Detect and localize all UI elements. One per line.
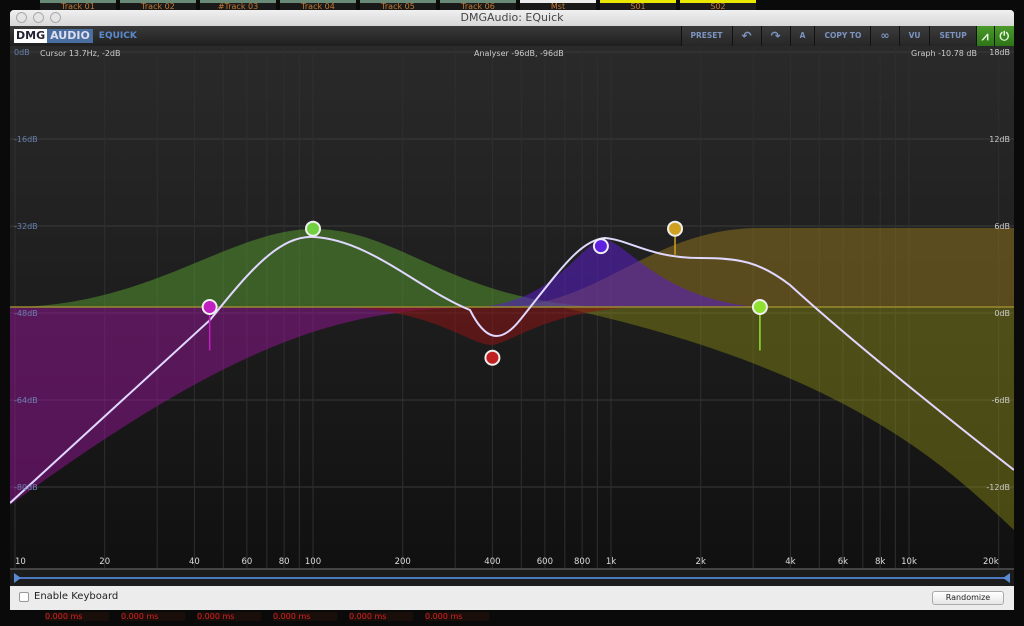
lowbell-band-fill — [10, 229, 600, 307]
freq-label: 200 — [395, 557, 411, 567]
left-db-label: -16dB — [14, 135, 38, 144]
freq-label: 80 — [279, 557, 290, 567]
enable-keyboard-checkbox[interactable] — [19, 592, 29, 602]
randomize-button[interactable]: Randomize — [932, 591, 1004, 605]
footer-bar: Enable Keyboard Randomize — [10, 586, 1014, 610]
left-db-label: 0dB — [14, 48, 30, 57]
freq-label: 8k — [875, 557, 885, 567]
redo-icon[interactable]: ↷ — [760, 26, 790, 46]
right-db-label: 0dB — [994, 309, 1010, 318]
undo-icon[interactable]: ↶ — [731, 26, 761, 46]
logo: DMG AUDIO EQUICK — [14, 29, 137, 43]
toolbar: DMG AUDIO EQUICK PRESET ↶ ↷ A COPY TO ∞ VU… — [10, 26, 1014, 46]
freq-label: 1k — [606, 557, 616, 567]
background-track: Track 06 — [440, 0, 516, 10]
low-bell-node[interactable] — [305, 220, 321, 237]
background-track: Mst — [520, 0, 596, 10]
freq-label: 800 — [574, 557, 590, 567]
background-delays: 0.000 ms 0.000 ms 0.000 ms 0.000 ms 0.000 ms… — [45, 612, 489, 621]
range-track — [16, 577, 1008, 579]
analyser-icon[interactable]: ⩘ — [975, 26, 994, 46]
close-button[interactable] — [16, 12, 27, 23]
lowpass-node[interactable] — [751, 299, 768, 315]
right-db-label: -12dB — [986, 483, 1010, 492]
highpass-band-fill — [10, 307, 480, 505]
background-track: Track 05 — [360, 0, 436, 10]
right-db-label: -6dB — [991, 396, 1010, 405]
freq-label: 10 — [15, 557, 26, 567]
link-icon[interactable]: ∞ — [870, 26, 899, 46]
midbell-band-fill — [330, 307, 650, 345]
power-icon[interactable]: ⏻ — [993, 26, 1014, 46]
freq-label: 2k — [696, 557, 706, 567]
freq-label: 600 — [537, 557, 553, 567]
left-db-label: -32dB — [14, 222, 38, 231]
freq-label: 20 — [99, 557, 110, 567]
freq-label: 40 — [189, 557, 200, 567]
logo-dmg: DMG — [14, 29, 48, 43]
background-track: S01 — [600, 0, 676, 10]
freq-label: 100 — [305, 557, 321, 567]
highpass-node[interactable] — [201, 299, 218, 315]
zoom-button[interactable] — [50, 12, 61, 23]
delay-readout: 0.000 ms — [349, 612, 413, 621]
minimize-button[interactable] — [33, 12, 44, 23]
ab-button[interactable]: A — [789, 26, 815, 46]
vu-button[interactable]: VU — [898, 26, 930, 46]
background-track: Track 01 — [40, 0, 116, 10]
right-db-label: 6dB — [994, 222, 1010, 231]
left-db-label: -80dB — [14, 483, 38, 492]
delay-readout: 0.000 ms — [197, 612, 261, 621]
right-db-label: 18dB — [989, 48, 1010, 57]
background-track: #Track 03 — [200, 0, 276, 10]
enable-keyboard-label[interactable]: Enable Keyboard — [34, 591, 119, 602]
freq-label: 20k — [983, 557, 999, 567]
eq-graph[interactable]: 0dB 18dB -16dB 12dB -32dB 6dB -48dB 0dB -64dB -6d… — [10, 46, 1014, 574]
right-db-label: 12dB — [989, 135, 1010, 144]
background-track: S02 — [680, 0, 756, 10]
eq-plot[interactable]: 0dB 18dB -16dB 12dB -32dB 6dB -48dB 0dB -64dB -6d… — [10, 46, 1014, 574]
left-db-label: -64dB — [14, 396, 38, 405]
freq-label: 60 — [241, 557, 252, 567]
freq-label: 6k — [838, 557, 848, 567]
window-title: DMGAudio: EQuick — [460, 11, 564, 24]
freq-label: 4k — [785, 557, 795, 567]
analyser-readout: Analyser -96dB, -96dB — [474, 49, 564, 58]
lowpass-band-fill — [560, 307, 1014, 530]
delay-readout: 0.000 ms — [45, 612, 109, 621]
product-name: EQUICK — [98, 31, 137, 41]
response-curve — [10, 235, 1014, 504]
graph-readout: Graph -10.78 dB — [911, 49, 977, 58]
setup-button[interactable]: SETUP — [929, 26, 976, 46]
frequency-range-slider[interactable] — [10, 568, 1014, 586]
freq-label: 10k — [901, 557, 917, 567]
background-track: Track 02 — [120, 0, 196, 10]
upper-bell-node[interactable] — [592, 238, 609, 255]
copy-to-button[interactable]: COPY TO — [814, 26, 871, 46]
upperbell-band-fill — [480, 240, 760, 307]
delay-readout: 0.000 ms — [425, 612, 489, 621]
preset-button[interactable]: PRESET — [680, 26, 732, 46]
background-track: Track 04 — [280, 0, 356, 10]
high-shelf-node[interactable] — [667, 220, 684, 237]
mid-bell-node[interactable] — [484, 349, 501, 366]
range-end-handle[interactable] — [1003, 573, 1010, 583]
freq-label: 400 — [484, 557, 500, 567]
cursor-readout: Cursor 13.7Hz, -2dB — [40, 49, 121, 58]
background-tracks: Track 01 Track 02 #Track 03 Track 04 Track 0… — [40, 0, 756, 10]
delay-readout: 0.000 ms — [121, 612, 185, 621]
left-db-label: -48dB — [14, 309, 38, 318]
delay-readout: 0.000 ms — [273, 612, 337, 621]
title-bar: DMGAudio: EQuick — [10, 10, 1014, 26]
range-start-handle[interactable] — [14, 573, 21, 583]
plugin-window: DMGAudio: EQuick DMG AUDIO EQUICK PRESET ↶… — [10, 10, 1014, 610]
logo-audio: AUDIO — [47, 29, 93, 43]
